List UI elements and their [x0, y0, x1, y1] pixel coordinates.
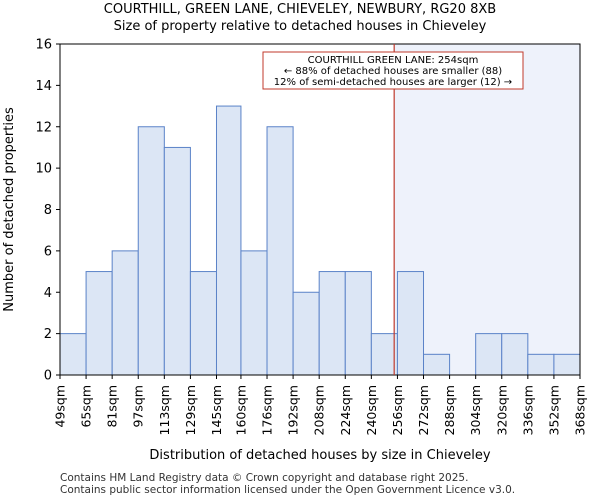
histogram-bar [292, 291, 320, 376]
histogram-bar [344, 271, 372, 376]
histogram-bar [59, 333, 87, 376]
y-axis-label: Number of detached properties [2, 107, 17, 312]
footer-licence-line: Contains public sector information licen… [60, 484, 516, 496]
histogram-bar [85, 271, 113, 376]
x-axis-label: Distribution of detached houses by size … [149, 448, 490, 463]
x-tick-label: 176sqm [260, 385, 275, 435]
y-tick-label: 6 [44, 244, 52, 259]
x-tick-label: 320sqm [494, 385, 509, 435]
annotation-box [262, 51, 524, 90]
histogram-bar [475, 333, 503, 376]
histogram-bar [527, 353, 555, 376]
x-tick-label: 368sqm [573, 385, 588, 435]
x-tick-label: 272sqm [416, 385, 431, 435]
histogram-bar [266, 126, 294, 376]
y-tick-label: 4 [44, 286, 52, 301]
histogram-bar [215, 105, 242, 376]
x-tick-label: 65sqm [79, 385, 94, 428]
x-tick-label: 113sqm [157, 385, 172, 435]
y-tick-label: 10 [35, 162, 52, 177]
y-tick-label: 12 [35, 120, 52, 135]
x-tick-label: 256sqm [390, 385, 405, 435]
y-tick-label: 2 [44, 327, 52, 342]
y-tick-label: 0 [44, 369, 52, 384]
x-tick-label: 304sqm [468, 385, 483, 435]
histogram-bar [318, 271, 346, 376]
x-tick-label: 81sqm [105, 385, 120, 428]
histogram-bar [163, 146, 191, 376]
histogram-bar [423, 353, 451, 376]
x-tick-label: 352sqm [546, 385, 561, 435]
annotation-line-3: 12% of semi-detached houses are larger (… [274, 77, 512, 88]
annotation-line-1: COURTHILL GREEN LANE: 254sqm [308, 55, 479, 66]
chart-title-line-2: Size of property relative to detached ho… [113, 19, 487, 34]
x-tick-label: 145sqm [209, 385, 224, 435]
highlight-region [394, 44, 580, 375]
x-tick-label: 224sqm [338, 385, 353, 435]
histogram-bar [370, 333, 398, 376]
x-tick-label: 336sqm [520, 385, 535, 435]
x-tick-label: 49sqm [53, 385, 68, 428]
y-tick-label: 14 [35, 79, 52, 94]
y-tick-label: 8 [44, 203, 52, 218]
histogram-bar [137, 126, 165, 376]
x-tick-label: 129sqm [183, 385, 198, 435]
x-tick-label: 97sqm [131, 385, 146, 428]
x-tick-label: 192sqm [286, 385, 301, 435]
histogram-bar [111, 250, 139, 376]
chart-title-line-1: COURTHILL, GREEN LANE, CHIEVELEY, NEWBUR… [103, 2, 497, 17]
histogram-bar [396, 271, 425, 376]
histogram-bar [501, 333, 529, 376]
x-tick-label: 208sqm [312, 385, 327, 435]
x-tick-label: 288sqm [442, 385, 457, 435]
histogram-bar [553, 353, 581, 376]
x-tick-label: 240sqm [364, 385, 379, 435]
y-tick-label: 16 [35, 38, 52, 53]
x-tick-label: 160sqm [233, 385, 248, 435]
histogram-bar [240, 250, 268, 376]
annotation-line-2: ← 88% of detached houses are smaller (88… [284, 66, 502, 77]
footer-copyright-line: Contains HM Land Registry data © Crown c… [60, 472, 469, 484]
histogram-bar [189, 271, 217, 376]
